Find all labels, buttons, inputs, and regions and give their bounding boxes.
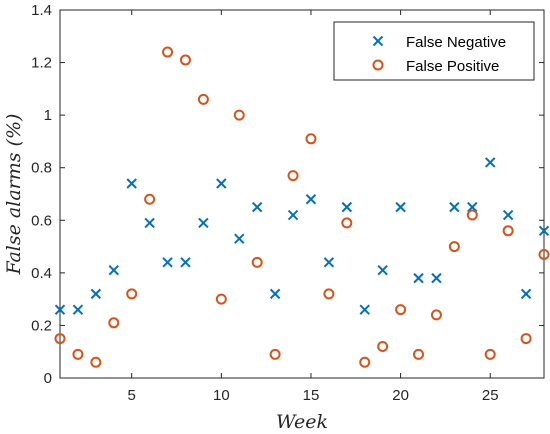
data-point-false-negative [72, 304, 84, 315]
data-point-false-positive [269, 348, 281, 360]
data-point-false-positive [162, 46, 174, 58]
x-tick-label: 25 [482, 387, 499, 404]
data-point-false-positive [413, 348, 425, 360]
data-point-false-positive [215, 293, 227, 305]
y-tick-label: 0.2 [31, 317, 52, 334]
y-tick-label: 1.2 [31, 55, 52, 72]
x-tick-label: 20 [392, 387, 409, 404]
data-point-false-positive [484, 348, 496, 360]
data-point-false-negative [323, 257, 335, 268]
data-point-false-positive [520, 333, 532, 345]
data-point-false-negative [449, 201, 460, 213]
data-point-false-negative [269, 288, 281, 300]
x-tick-label: 10 [213, 387, 230, 404]
data-point-false-positive [323, 288, 335, 300]
data-point-false-positive [90, 356, 102, 368]
x-tick-label: 5 [128, 387, 136, 404]
data-point-false-negative [54, 304, 66, 315]
series-false-negative [54, 157, 550, 315]
data-point-false-positive [233, 109, 245, 121]
data-point-false-negative [198, 217, 209, 229]
data-point-false-positive [448, 241, 460, 253]
data-point-false-negative [395, 201, 406, 213]
data-point-false-negative [377, 265, 388, 276]
data-point-false-negative [234, 233, 245, 244]
data-point-false-negative [431, 272, 442, 284]
data-point-false-negative [126, 178, 137, 189]
y-tick-label: 0.4 [31, 265, 52, 282]
data-point-false-positive [395, 304, 407, 316]
data-point-false-negative [305, 194, 317, 205]
data-point-false-positive [197, 93, 209, 105]
y-axis: 0 0.2 0.4 0.6 0.8 1 1.2 1.4 [31, 2, 544, 387]
legend-label-false-negative: False Negative [406, 34, 506, 51]
data-point-false-positive [341, 217, 353, 229]
legend-symbol [372, 59, 384, 71]
data-point-false-positive [466, 209, 478, 221]
data-point-false-negative [485, 157, 496, 168]
data-point-false-positive [305, 133, 317, 145]
data-point-false-negative [162, 257, 173, 268]
legend-symbol [372, 35, 384, 47]
data-point-false-negative [502, 209, 514, 221]
y-tick-label: 0.8 [31, 160, 52, 177]
data-point-false-negative [359, 304, 370, 315]
data-point-false-positive [108, 317, 120, 329]
y-tick-label: 1 [44, 107, 52, 124]
data-point-false-negative [251, 201, 263, 213]
y-axis-title: False alarms (%) [3, 114, 25, 276]
data-point-false-negative [287, 209, 299, 221]
data-point-false-negative [180, 257, 191, 268]
legend-marker-false-positive [372, 59, 384, 71]
x-tick-label: 15 [303, 387, 320, 404]
data-point-false-negative [341, 201, 353, 213]
y-tick-label: 0.6 [31, 212, 52, 229]
legend: False Negative False Positive [333, 21, 535, 81]
data-point-false-positive [54, 333, 66, 345]
data-point-false-negative [144, 217, 155, 229]
data-point-false-negative [413, 272, 424, 284]
x-axis: 5 10 15 20 25 [128, 10, 499, 404]
data-point-false-positive [538, 248, 550, 260]
data-point-false-positive [430, 309, 442, 321]
data-point-false-negative [538, 225, 550, 237]
legend-marker-false-negative [372, 35, 384, 47]
data-point-false-positive [287, 170, 299, 182]
data-point-false-negative [216, 178, 227, 189]
data-point-false-positive [502, 225, 514, 237]
legend-label-false-positive: False Positive [406, 58, 499, 75]
legend-box [333, 21, 535, 81]
data-point-false-negative [108, 265, 119, 276]
data-point-false-negative [90, 288, 102, 300]
data-series [54, 46, 550, 368]
data-point-false-positive [251, 256, 263, 268]
data-point-false-positive [144, 193, 156, 205]
data-point-false-negative [467, 201, 478, 213]
series-false-positive [54, 46, 550, 368]
data-point-false-positive [126, 288, 138, 300]
data-point-false-positive [179, 54, 191, 66]
y-tick-label: 1.4 [31, 2, 52, 19]
x-axis-title: Week [276, 411, 328, 433]
y-tick-label: 0 [44, 370, 52, 387]
data-point-false-positive [72, 348, 84, 360]
data-point-false-positive [359, 356, 371, 368]
data-point-false-negative [520, 288, 532, 300]
data-point-false-positive [377, 340, 389, 352]
